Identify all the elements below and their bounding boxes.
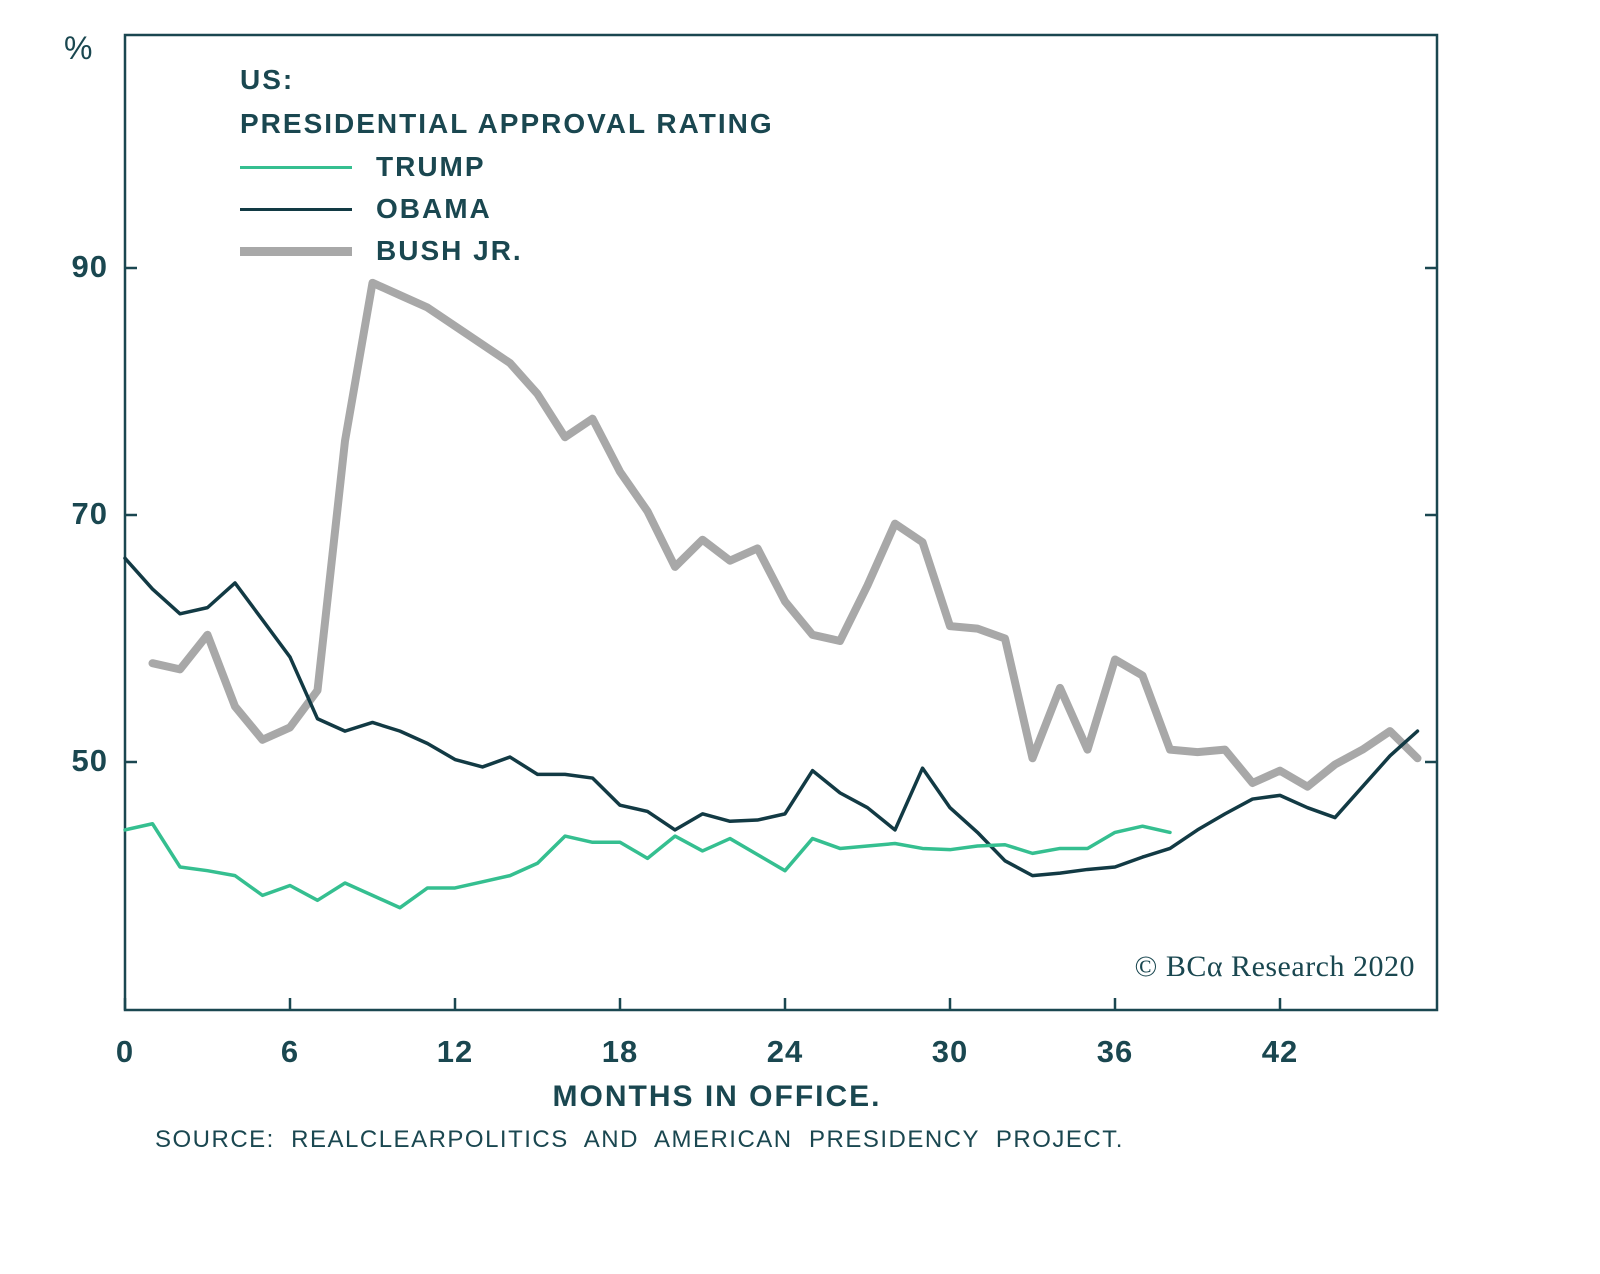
legend-row-trump: TRUMP (240, 146, 523, 188)
series-line-trump (123, 822, 1172, 910)
x-axis-title: MONTHS IN OFFICE. (552, 1080, 882, 1113)
chart-title-line1: US: (240, 64, 295, 95)
legend: TRUMP OBAMA BUSH JR. (240, 146, 523, 272)
x-tick-label: 12 (436, 1034, 474, 1069)
chart-title-line2: PRESIDENTIAL APPROVAL RATING (240, 108, 774, 139)
y-tick-label: 70 (71, 496, 108, 531)
plot-frame (123, 33, 1439, 1012)
x-tick-label: 42 (1261, 1034, 1299, 1069)
y-tick-label: 90 (71, 249, 108, 284)
source-note: SOURCE: REALCLEARPOLITICS AND AMERICAN P… (155, 1126, 1124, 1153)
x-tick-label: 30 (931, 1034, 969, 1069)
y-axis-unit-label: % (64, 30, 94, 66)
x-tick-label: 36 (1096, 1034, 1134, 1069)
x-tick-label: 24 (766, 1034, 804, 1069)
legend-row-obama: OBAMA (240, 188, 523, 230)
legend-label-bush: BUSH JR. (376, 235, 523, 266)
x-tick-label: 18 (601, 1034, 639, 1069)
copyright-notice: © BCα Research 2020 (1134, 950, 1415, 983)
bush-line-swatch (240, 246, 352, 256)
x-tick-label: 6 (280, 1034, 300, 1069)
legend-label-trump: TRUMP (376, 151, 486, 182)
trump-line-swatch (240, 165, 352, 169)
y-tick-label: 50 (71, 743, 108, 778)
obama-line-swatch (240, 207, 352, 211)
series-line-obama (123, 556, 1420, 878)
legend-row-bush: BUSH JR. (240, 230, 523, 272)
chart-title: US: PRESIDENTIAL APPROVAL RATING (240, 58, 774, 146)
x-tick-label: 0 (115, 1034, 135, 1069)
series-line-bush-jr (148, 278, 1422, 791)
legend-label-obama: OBAMA (376, 193, 492, 224)
